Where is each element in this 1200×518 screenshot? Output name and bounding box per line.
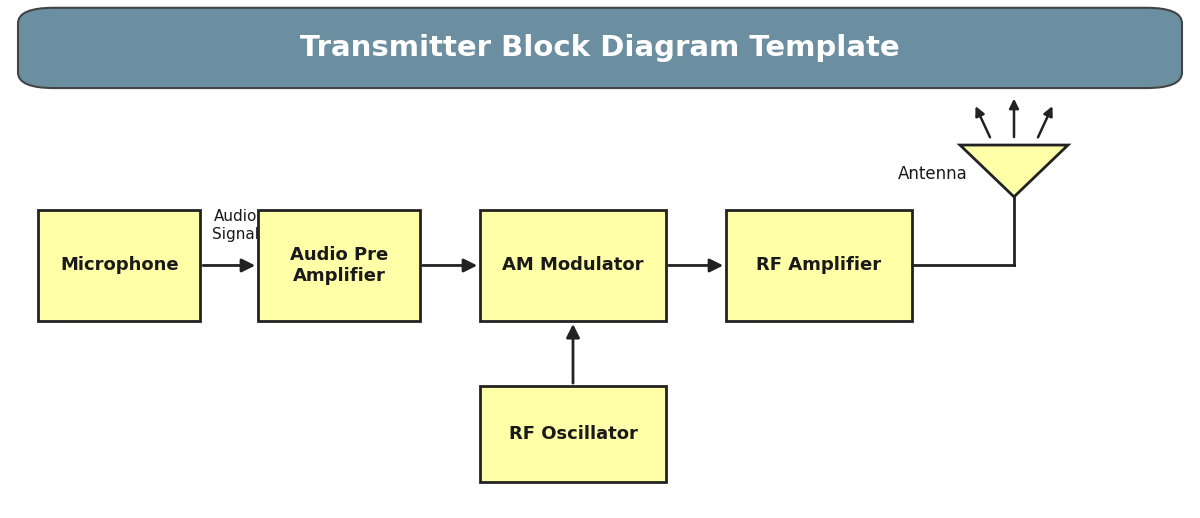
FancyBboxPatch shape: [480, 386, 666, 482]
Text: Antenna: Antenna: [898, 165, 967, 182]
FancyBboxPatch shape: [258, 210, 420, 321]
Text: RF Oscillator: RF Oscillator: [509, 425, 637, 443]
Polygon shape: [960, 145, 1068, 197]
Text: Audio
Signal: Audio Signal: [211, 209, 259, 241]
FancyBboxPatch shape: [480, 210, 666, 321]
FancyBboxPatch shape: [18, 8, 1182, 88]
Text: Audio Pre
Amplifier: Audio Pre Amplifier: [290, 246, 388, 285]
Text: AM Modulator: AM Modulator: [503, 256, 643, 275]
Text: Microphone: Microphone: [60, 256, 179, 275]
FancyBboxPatch shape: [38, 210, 200, 321]
FancyBboxPatch shape: [726, 210, 912, 321]
Text: RF Amplifier: RF Amplifier: [756, 256, 882, 275]
Text: Transmitter Block Diagram Template: Transmitter Block Diagram Template: [300, 34, 900, 62]
